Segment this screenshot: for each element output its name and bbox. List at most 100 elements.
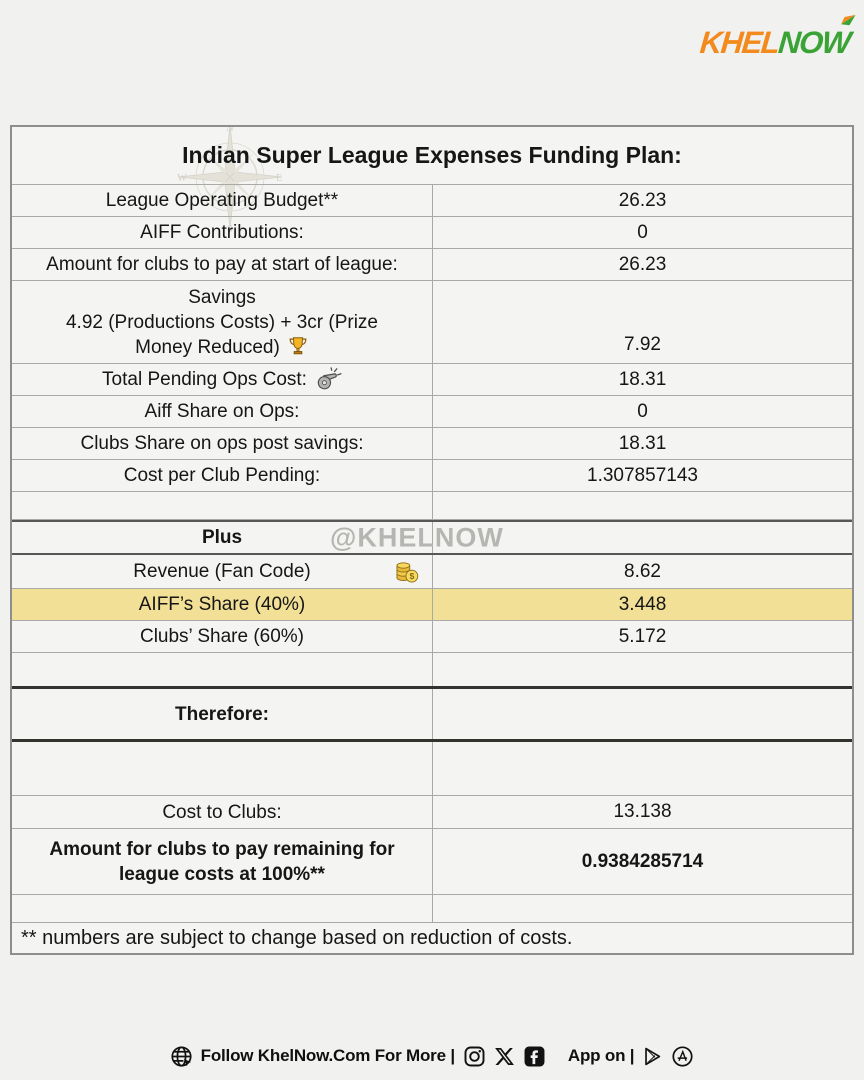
row-label-cell: Clubs Share on ops post savings: <box>12 428 432 459</box>
row-value: 0 <box>637 400 648 422</box>
row-label-cell: Therefore: <box>12 689 432 739</box>
row-label-cell: Plus <box>12 522 432 553</box>
row-label: Total Pending Ops Cost: <box>102 369 307 390</box>
row-label-cell <box>12 742 432 795</box>
row-plus: Plus @KHELNOW <box>12 520 852 555</box>
row-value: 26.23 <box>618 189 667 211</box>
row-label: Plus <box>201 527 243 548</box>
row-label-cell <box>12 492 432 519</box>
row-value-cell <box>432 522 852 553</box>
coins-icon: $ <box>394 561 419 583</box>
row-value-cell: 5.172 <box>432 621 852 652</box>
row-league-operating-budget: League Operating Budget** 26.23 <box>12 185 852 217</box>
row-label: League Operating Budget** <box>105 190 339 211</box>
row-label: Amount for clubs to pay at start of leag… <box>46 254 398 275</box>
row-label: Money Reduced) <box>135 336 280 358</box>
row-value-cell <box>432 742 852 795</box>
row-value-cell <box>432 689 852 739</box>
row-value-cell: 18.31 <box>432 364 852 395</box>
logo-khel-text: KHEL <box>698 25 781 60</box>
row-cost-per-club: Cost per Club Pending: 1.307857143 <box>12 460 852 492</box>
globe-icon <box>170 1045 193 1068</box>
playstore-icon[interactable] <box>642 1046 663 1067</box>
row-revenue-fancode: Revenue (Fan Code) $8.62 <box>12 555 852 589</box>
row-amount-remaining: Amount for clubs to pay remaining for lea… <box>12 829 852 895</box>
row-value: 5.172 <box>618 625 667 647</box>
row-label-cell: Revenue (Fan Code) $ <box>12 555 432 588</box>
row-label: Cost to Clubs: <box>162 801 282 823</box>
row-value-cell: 0.9384285714 <box>432 829 852 894</box>
row-label-cell <box>12 895 432 922</box>
row-cost-to-clubs: Cost to Clubs: 13.138 <box>12 796 852 829</box>
svg-text:$: $ <box>409 571 414 581</box>
row-value-cell: 13.138 <box>432 796 852 828</box>
row-label-cell: Amount for clubs to pay remaining for lea… <box>12 829 432 894</box>
row-label-cell: Savings 4.92 (Productions Costs) + 3cr (P… <box>12 281 432 363</box>
row-label: 4.92 (Productions Costs) + 3cr (Prize <box>65 311 379 333</box>
row-footnote: ** numbers are subject to change based o… <box>12 923 852 953</box>
footer: Follow KhelNow.Com For More | App on | <box>0 1038 864 1074</box>
row-value: 7.92 <box>624 334 661 355</box>
row-therefore: Therefore: <box>12 686 852 742</box>
row-label: AIFF Contributions: <box>140 222 304 243</box>
row-value: 26.23 <box>618 253 667 275</box>
spacer-row <box>12 895 852 923</box>
row-value: 0.9384285714 <box>581 850 704 872</box>
row-value: 0 <box>637 221 648 243</box>
row-label: league costs at 100%** <box>119 863 325 885</box>
row-value: 3.448 <box>618 593 667 615</box>
spacer-row <box>12 492 852 520</box>
row-amount-at-start: Amount for clubs to pay at start of leag… <box>12 249 852 281</box>
table-title: Indian Super League Expenses Funding Pla… <box>182 142 682 168</box>
row-label: Aiff Share on Ops: <box>144 401 300 422</box>
row-label-cell: Aiff Share on Ops: <box>12 396 432 427</box>
row-label-cell: AIFF Contributions: <box>12 217 432 248</box>
row-value-cell: 1.307857143 <box>432 460 852 491</box>
x-icon[interactable] <box>494 1046 515 1067</box>
row-value: 8.62 <box>624 560 661 582</box>
row-label: Cost per Club Pending: <box>123 465 321 486</box>
row-clubs-share-60: Clubs’ Share (60%) 5.172 <box>12 621 852 653</box>
row-label: Therefore: <box>175 703 269 725</box>
flag-icon <box>838 13 858 28</box>
khelnow-logo: KHELNOW <box>698 14 856 61</box>
whistle-icon <box>314 367 342 391</box>
row-label: Amount for clubs to pay remaining for <box>49 838 395 860</box>
instagram-icon[interactable] <box>463 1045 486 1068</box>
row-total-pending-ops: Total Pending Ops Cost: 18.31 <box>12 364 852 396</box>
row-aiff-share-40: AIFF’s Share (40%) 3.448 <box>12 589 852 621</box>
footnote-text: ** numbers are subject to change based o… <box>21 926 573 949</box>
row-value-cell: 8.62 <box>432 555 852 588</box>
row-label-cell: Total Pending Ops Cost: <box>12 364 432 395</box>
row-value-cell <box>432 653 852 686</box>
row-label-cell: AIFF’s Share (40%) <box>12 589 432 620</box>
row-value-cell: 3.448 <box>432 589 852 620</box>
row-label-cell: Cost to Clubs: <box>12 796 432 828</box>
row-label-cell: Clubs’ Share (60%) <box>12 621 432 652</box>
khelnow-watermark: @KHELNOW <box>330 522 504 552</box>
row-value-cell <box>432 895 852 922</box>
row-value-cell <box>432 492 852 519</box>
row-value-cell: 26.23 <box>432 249 852 280</box>
row-label-cell: Cost per Club Pending: <box>12 460 432 491</box>
footer-app-text: App on | <box>567 1046 635 1065</box>
spacer-row <box>12 653 852 686</box>
row-value: 1.307857143 <box>587 464 698 486</box>
row-label: Revenue (Fan Code) <box>133 561 311 582</box>
table-title-row: Indian Super League Expenses Funding Pla… <box>12 127 852 185</box>
row-label: Savings <box>188 286 256 308</box>
row-value-cell: 0 <box>432 396 852 427</box>
appstore-icon[interactable] <box>671 1045 694 1068</box>
trophy-icon <box>287 335 309 357</box>
logo-now-text: NOW <box>777 14 856 60</box>
row-label-cell: Amount for clubs to pay at start of leag… <box>12 249 432 280</box>
row-label: AIFF’s Share (40%) <box>138 594 306 615</box>
row-value: 13.138 <box>613 801 672 822</box>
row-clubs-share-post-savings: Clubs Share on ops post savings: 18.31 <box>12 428 852 460</box>
row-aiff-contributions: AIFF Contributions: 0 <box>12 217 852 249</box>
row-label-cell: League Operating Budget** <box>12 185 432 216</box>
row-value: 18.31 <box>618 368 667 390</box>
facebook-icon[interactable] <box>523 1045 546 1068</box>
